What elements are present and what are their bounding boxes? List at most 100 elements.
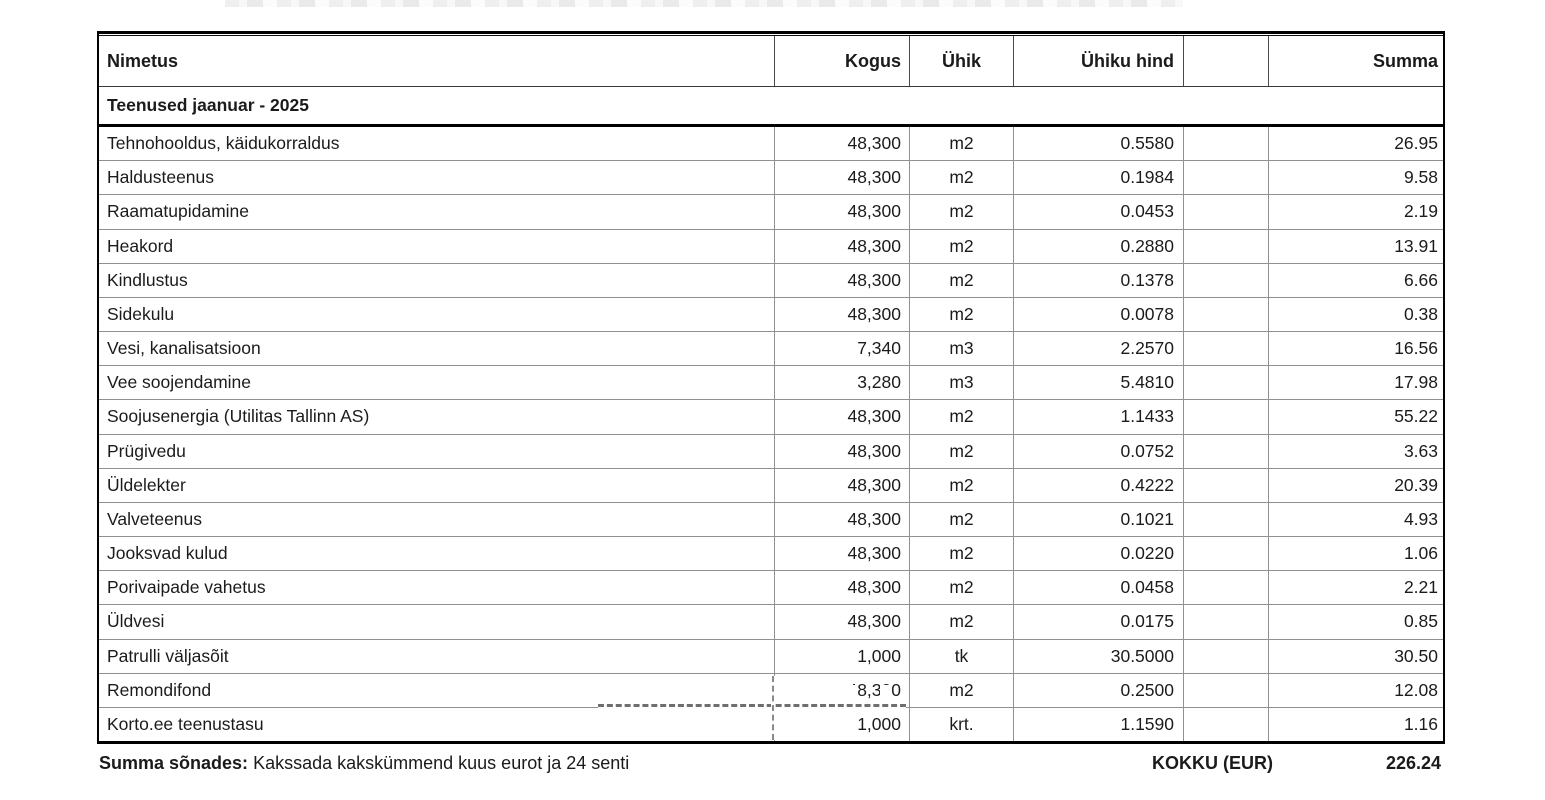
cell-summa: 13.91 <box>1394 235 1438 256</box>
cell-uhiku-hind: 0.2500 <box>1014 673 1184 707</box>
cell-uhiku-hind: 1.1590 <box>1014 707 1184 742</box>
table-row: Patrulli väljasõit 1,000 tk 30.5000 30.50 <box>99 639 1443 674</box>
cell-summa: 3.63 <box>1403 440 1438 461</box>
cell-uhiku-hind: 0.1984 <box>1014 161 1184 195</box>
col-header-uhik: Ühik <box>910 36 1014 86</box>
cell-blank <box>1184 605 1269 639</box>
cell-kogus: 48,300 <box>775 263 910 297</box>
cell-uhiku-hind: 0.2880 <box>1014 229 1184 263</box>
cell-uhik: krt. <box>910 707 1014 742</box>
cell-kogus: 48,300 <box>775 229 910 263</box>
cell-uhiku-hind: 30.5000 <box>1014 639 1184 673</box>
total-label: KOKKU (EUR) <box>1152 753 1273 773</box>
cell-nimetus: Prügivedu <box>99 434 775 468</box>
cell-kogus: 48,300 <box>775 537 910 571</box>
table-row: Üldelekter 48,300 m2 0.4222 20.39 <box>99 468 1443 503</box>
cell-kogus: 48,300 <box>775 502 910 537</box>
cell-summa: 2.21 <box>1403 577 1438 598</box>
cell-uhiku-hind: 0.4222 <box>1014 468 1184 502</box>
cell-summa: 2.19 <box>1403 201 1438 222</box>
services-table: Nimetus Kogus Ühik Ühiku hind Summa Teen… <box>97 31 1445 744</box>
cell-blank <box>1184 195 1269 229</box>
cell-summa: 0.38 <box>1403 303 1438 324</box>
cell-uhik: m2 <box>910 468 1014 502</box>
cell-kogus: 48,300 <box>775 195 910 229</box>
cell-blank <box>1184 571 1269 605</box>
cell-uhiku-hind: 0.0220 <box>1014 537 1184 571</box>
cell-blank <box>1184 707 1269 742</box>
cell-kogus: 48,300 <box>775 434 910 468</box>
cell-uhik: m2 <box>910 571 1014 605</box>
watermark-dashed-line <box>598 704 906 707</box>
cell-summa: 9.58 <box>1403 167 1438 188</box>
table-row: Valveteenus 48,300 m2 0.1021 4.93 <box>99 502 1443 538</box>
cell-uhik: tk <box>910 639 1014 673</box>
cell-blank <box>1184 434 1269 468</box>
cell-uhiku-hind: 0.0458 <box>1014 571 1184 605</box>
cell-uhik: m2 <box>910 195 1014 229</box>
cell-summa: 12.08 <box>1394 679 1438 700</box>
cell-uhik: m2 <box>910 434 1014 468</box>
table-row: Vesi, kanalisatsioon 7,340 m3 2.2570 16.56 <box>99 332 1443 367</box>
cell-nimetus: Soojusenergia (Utilitas Tallinn AS) <box>99 400 775 434</box>
cell-summa: 1.06 <box>1403 543 1438 564</box>
cell-blank <box>1184 673 1269 707</box>
col-header-nimetus: Nimetus <box>99 36 775 86</box>
cell-uhik: m2 <box>910 297 1014 332</box>
cell-summa: 17.98 <box>1394 372 1438 393</box>
cell-uhiku-hind: 0.0175 <box>1014 605 1184 639</box>
cell-uhiku-hind: 0.5580 <box>1014 127 1184 161</box>
cell-blank <box>1184 502 1269 537</box>
table-row: Porivaipade vahetus 48,300 m2 0.0458 2.21 <box>99 571 1443 606</box>
cell-uhik: m2 <box>910 263 1014 297</box>
cell-kogus: 48,300 <box>775 400 910 434</box>
table-row: Jooksvad kulud 48,300 m2 0.0220 1.06 <box>99 537 1443 572</box>
cell-uhiku-hind: 5.4810 <box>1014 366 1184 400</box>
cell-summa: 0.85 <box>1403 611 1438 632</box>
col-header-uhiku-hind: Ühiku hind <box>1014 36 1184 86</box>
cell-blank <box>1184 297 1269 332</box>
cell-uhik: m2 <box>910 537 1014 571</box>
cell-uhiku-hind: 0.0453 <box>1014 195 1184 229</box>
cell-nimetus: Kindlustus <box>99 263 775 297</box>
cell-uhiku-hind: 0.1021 <box>1014 502 1184 537</box>
cell-uhik: m3 <box>910 366 1014 400</box>
watermark-smudge <box>880 685 891 699</box>
section-title: Teenused jaanuar - 2025 <box>107 95 309 115</box>
cell-summa: 26.95 <box>1394 133 1438 154</box>
cell-nimetus: Valveteenus <box>99 502 775 537</box>
cell-uhik: m2 <box>910 161 1014 195</box>
cell-blank <box>1184 127 1269 161</box>
cell-kogus: 48,300 <box>775 571 910 605</box>
cell-kogus: 3,280 <box>775 366 910 400</box>
cell-uhik: m2 <box>910 605 1014 639</box>
cell-nimetus: Tehnohooldus, käidukorraldus <box>99 127 775 161</box>
table-header-row: Nimetus Kogus Ühik Ühiku hind Summa <box>99 35 1443 87</box>
cell-summa: 6.66 <box>1403 269 1438 290</box>
cell-nimetus: Vee soojendamine <box>99 366 775 400</box>
table-row: Sidekulu 48,300 m2 0.0078 0.38 <box>99 297 1443 333</box>
cell-nimetus: Heakord <box>99 229 775 263</box>
cell-nimetus: Sidekulu <box>99 297 775 332</box>
cell-blank <box>1184 229 1269 263</box>
cell-nimetus: Üldvesi <box>99 605 775 639</box>
table-section-row: Teenused jaanuar - 2025 <box>99 87 1443 127</box>
cell-summa: 16.56 <box>1394 338 1438 359</box>
cell-summa: 55.22 <box>1394 406 1438 427</box>
cell-kogus: 48,300 <box>775 468 910 502</box>
cell-kogus: 1,000 <box>775 639 910 673</box>
watermark-dashed-line-vertical <box>772 676 774 740</box>
table-row: Heakord 48,300 m2 0.2880 13.91 <box>99 229 1443 264</box>
table-row: Prügivedu 48,300 m2 0.0752 3.63 <box>99 434 1443 469</box>
table-row: Korto.ee teenustasu 1,000 krt. 1.1590 1.16 <box>99 707 1443 742</box>
cell-summa: 1.16 <box>1403 714 1438 734</box>
cell-kogus: 1,000 <box>775 707 910 742</box>
cell-blank <box>1184 263 1269 297</box>
cell-nimetus: Üldelekter <box>99 468 775 502</box>
cell-uhik: m2 <box>910 502 1014 537</box>
cell-uhik: m2 <box>910 229 1014 263</box>
cell-uhik: m2 <box>910 127 1014 161</box>
col-header-kogus: Kogus <box>775 36 910 86</box>
cell-uhiku-hind: 1.1433 <box>1014 400 1184 434</box>
